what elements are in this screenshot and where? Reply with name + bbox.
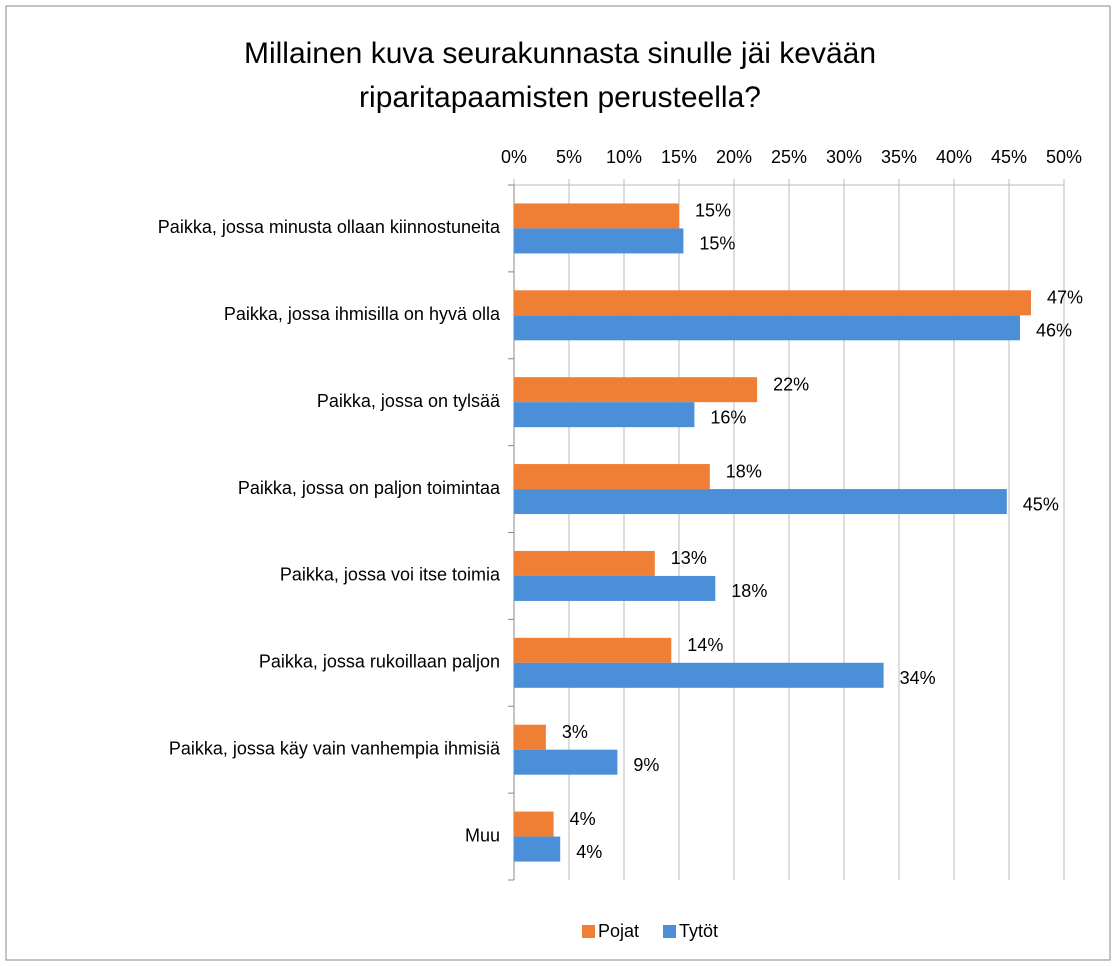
y-tick-label: Paikka, jossa voi itse toimia	[280, 565, 501, 585]
data-label: 16%	[710, 407, 746, 427]
x-tick-label: 30%	[826, 147, 862, 167]
data-label: 4%	[576, 842, 602, 862]
bar	[514, 464, 710, 490]
x-tick-label: 10%	[606, 147, 642, 167]
y-tick-label: Paikka, jossa ihmisilla on hyvä olla	[224, 304, 501, 324]
x-tick-label: 20%	[716, 147, 752, 167]
legend-swatch	[582, 925, 595, 938]
chart-border	[5, 5, 1111, 961]
data-label: 3%	[562, 722, 588, 742]
bar	[514, 724, 546, 750]
data-label: 18%	[726, 461, 762, 481]
bar	[514, 811, 554, 837]
data-label: 22%	[773, 374, 809, 394]
x-tick-label: 45%	[991, 147, 1027, 167]
bar	[514, 228, 684, 254]
legend-label: Pojat	[598, 921, 639, 941]
legend-label: Tytöt	[679, 921, 718, 941]
data-label: 45%	[1023, 494, 1059, 514]
data-label: 34%	[900, 668, 936, 688]
x-tick-label: 40%	[936, 147, 972, 167]
bar	[514, 662, 884, 688]
data-label: 18%	[731, 581, 767, 601]
bar	[514, 749, 618, 775]
bar	[514, 575, 716, 601]
bar	[514, 203, 679, 229]
data-label: 13%	[671, 548, 707, 568]
legend-swatch	[663, 925, 677, 938]
bar	[514, 315, 1020, 341]
bar	[514, 836, 561, 862]
x-tick-label: 35%	[881, 147, 917, 167]
bar	[514, 402, 695, 428]
y-tick-label: Paikka, jossa käy vain vanhempia ihmisiä	[169, 738, 501, 758]
data-label: 9%	[633, 755, 659, 775]
bar	[514, 377, 758, 403]
data-label: 47%	[1047, 288, 1083, 308]
data-label: 15%	[699, 234, 735, 254]
y-tick-label: Paikka, jossa minusta ollaan kiinnostune…	[158, 217, 501, 237]
x-tick-label: 25%	[771, 147, 807, 167]
x-tick-label: 5%	[556, 147, 582, 167]
bar	[514, 489, 1007, 515]
y-tick-label: Paikka, jossa rukoillaan paljon	[259, 652, 500, 672]
bar	[514, 290, 1031, 316]
data-label: 4%	[570, 809, 596, 829]
y-tick-label: Paikka, jossa on tylsää	[317, 391, 501, 411]
data-label: 15%	[695, 201, 731, 221]
data-label: 14%	[687, 635, 723, 655]
bar	[514, 637, 672, 663]
data-label: 46%	[1036, 321, 1072, 341]
x-tick-label: 50%	[1046, 147, 1082, 167]
x-tick-label: 15%	[661, 147, 697, 167]
y-tick-label: Muu	[465, 825, 500, 845]
x-tick-label: 0%	[501, 147, 527, 167]
y-tick-label: Paikka, jossa on paljon toimintaa	[238, 478, 501, 498]
bar	[514, 550, 655, 576]
chart-title: Millainen kuva seurakunnasta sinulle jäi…	[243, 37, 877, 114]
